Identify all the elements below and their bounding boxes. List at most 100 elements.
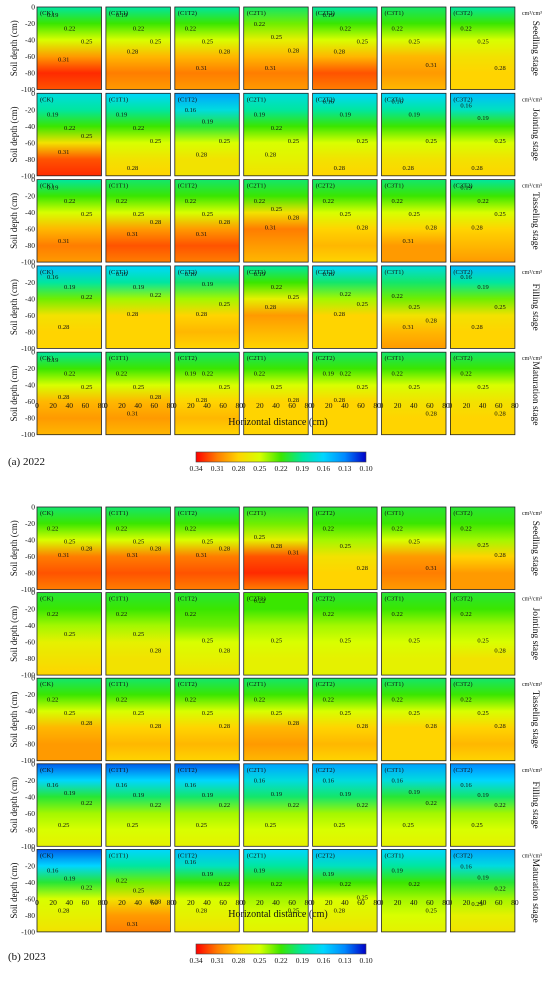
contour-value-label: 0.28 bbox=[196, 397, 207, 404]
contour-value-label: 0.25 bbox=[288, 908, 299, 915]
contour-value-label: 0.22 bbox=[340, 371, 351, 378]
y-tick-label: 0 bbox=[31, 674, 35, 683]
contour-value-label: 0.16 bbox=[323, 778, 335, 785]
colorbar-tick-label: 0.34 bbox=[189, 956, 202, 965]
y-tick-label: -100 bbox=[21, 171, 35, 180]
treatment-label: (C2T2) bbox=[316, 596, 335, 603]
treatment-label: (C1T1) bbox=[109, 767, 128, 774]
contour-value-label: 0.22 bbox=[392, 611, 403, 618]
contour-value-label: 0.19 bbox=[340, 791, 351, 798]
y-tick-label: -100 bbox=[21, 585, 35, 594]
x-tick-label: 0 bbox=[449, 898, 453, 907]
heatmap-panel-c3t1 bbox=[381, 677, 447, 762]
contour-value-label: 0.19 bbox=[254, 868, 265, 875]
contour-value-label: 0.28 bbox=[494, 552, 505, 559]
heatmap-panel-c1t1 bbox=[105, 506, 171, 590]
contour-value-label: 0.22 bbox=[185, 25, 196, 32]
heatmap-panel-c2t2 bbox=[312, 592, 378, 676]
treatment-label: (CK) bbox=[40, 681, 53, 688]
heatmap-panel-c1t1 bbox=[105, 92, 171, 177]
contour-value-label: 0.28 bbox=[196, 908, 207, 915]
contour-value-label: 0.31 bbox=[265, 225, 276, 232]
y-tick-label: 0 bbox=[31, 261, 35, 270]
treatment-label: (C3T2) bbox=[453, 10, 472, 17]
x-tick-label: 60 bbox=[288, 401, 296, 410]
x-tick-label: 60 bbox=[219, 401, 227, 410]
x-tick-label: 0 bbox=[35, 898, 39, 907]
contour-value-label: 0.28 bbox=[58, 394, 69, 401]
contour-value-label: 0.19 bbox=[116, 112, 127, 119]
x-tick-label: 80 bbox=[511, 898, 519, 907]
contour-value-label: 0.22 bbox=[340, 291, 351, 298]
contour-value-label: 0.19 bbox=[477, 115, 488, 122]
x-tick-label: 60 bbox=[151, 401, 159, 410]
x-tick-label: 60 bbox=[288, 898, 296, 907]
contour-value-label: 0.28 bbox=[426, 225, 437, 232]
contour-value-label: 0.19 bbox=[340, 112, 351, 119]
heatmap-panel-c2t1 bbox=[243, 92, 309, 177]
stage-label: Tasseling stage bbox=[530, 192, 540, 250]
unit-label: cm³/cm³ bbox=[522, 511, 542, 517]
treatment-label: (C3T1) bbox=[385, 681, 404, 688]
contour-value-label: 0.19 bbox=[116, 12, 127, 19]
contour-value-label: 0.25 bbox=[477, 39, 488, 46]
treatment-label: (CK) bbox=[40, 852, 53, 859]
contour-value-label: 0.31 bbox=[58, 552, 69, 559]
contour-value-label: 0.16 bbox=[460, 863, 472, 870]
x-tick-label: 20 bbox=[394, 898, 402, 907]
colorbar-tick-label: 0.16 bbox=[317, 464, 330, 473]
y-tick-label: -40 bbox=[25, 208, 35, 217]
contour-value-label: 0.22 bbox=[150, 292, 161, 299]
stage-label: Filling stage bbox=[530, 284, 540, 331]
heatmap-panel-ck bbox=[36, 265, 102, 349]
contour-value-label: 0.28 bbox=[219, 647, 230, 654]
treatment-label: (C2T1) bbox=[247, 10, 266, 17]
colorbar-tick-label: 0.16 bbox=[317, 956, 330, 965]
y-axis-title: Soil depth (cm) bbox=[9, 863, 19, 919]
heatmap-panel-ck bbox=[36, 677, 102, 762]
y-axis-title: Soil depth (cm) bbox=[9, 606, 19, 662]
contour-value-label: 0.22 bbox=[116, 198, 127, 205]
contour-value-label: 0.25 bbox=[409, 211, 420, 218]
contour-value-label: 0.28 bbox=[150, 647, 161, 654]
contour-value-label: 0.19 bbox=[477, 874, 488, 881]
contour-value-label: 0.22 bbox=[323, 697, 334, 704]
y-tick-label: -40 bbox=[25, 536, 35, 545]
heatmap-panel-c3t2 bbox=[449, 592, 516, 676]
stage-label: Maturation stage bbox=[530, 859, 540, 923]
colorbar-tick-label: 0.19 bbox=[296, 464, 309, 473]
contour-value-label: 0.31 bbox=[127, 410, 138, 417]
y-tick-label: -80 bbox=[25, 414, 35, 423]
heatmap-panel-c2t2 bbox=[312, 506, 378, 590]
y-tick-label: 0 bbox=[31, 845, 35, 854]
heatmap-panel-c1t1 bbox=[105, 6, 171, 90]
heatmap-panel-c3t2 bbox=[449, 351, 516, 436]
contour-value-label: 0.22 bbox=[219, 802, 230, 809]
heatmap-panel-c2t2 bbox=[312, 179, 378, 263]
heatmap-panel-c2t1 bbox=[243, 179, 309, 263]
contour-value-label: 0.16 bbox=[47, 782, 59, 789]
contour-value-label: 0.19 bbox=[202, 118, 213, 125]
contour-value-label: 0.28 bbox=[58, 908, 69, 915]
x-tick-label: 0 bbox=[380, 401, 384, 410]
heatmap-panel-c3t2 bbox=[449, 265, 516, 349]
treatment-label: (C3T2) bbox=[453, 767, 472, 774]
treatment-label: (CK) bbox=[40, 10, 53, 17]
contour-value-label: 0.19 bbox=[323, 371, 334, 378]
x-tick-label: 40 bbox=[134, 898, 142, 907]
treatment-label: (C2T1) bbox=[247, 183, 266, 190]
treatment-label: (C3T2) bbox=[453, 96, 472, 103]
y-tick-label: -100 bbox=[21, 842, 35, 851]
treatment-label: (C1T2) bbox=[178, 96, 197, 103]
colorbar-tick-label: 0.10 bbox=[359, 464, 372, 473]
contour-value-label: 0.25 bbox=[133, 384, 144, 391]
contour-value-label: 0.25 bbox=[81, 384, 92, 391]
contour-value-label: 0.28 bbox=[426, 317, 437, 324]
heatmap-panel-c1t2 bbox=[174, 351, 240, 436]
heatmap-panel-c2t1 bbox=[243, 265, 309, 349]
figure-caption: (b) 2023 bbox=[8, 951, 46, 963]
heatmap-panel-c1t1 bbox=[105, 265, 171, 349]
treatment-label: (C1T1) bbox=[109, 355, 128, 362]
contour-value-label: 0.16 bbox=[392, 98, 404, 105]
contour-value-label: 0.22 bbox=[460, 371, 471, 378]
